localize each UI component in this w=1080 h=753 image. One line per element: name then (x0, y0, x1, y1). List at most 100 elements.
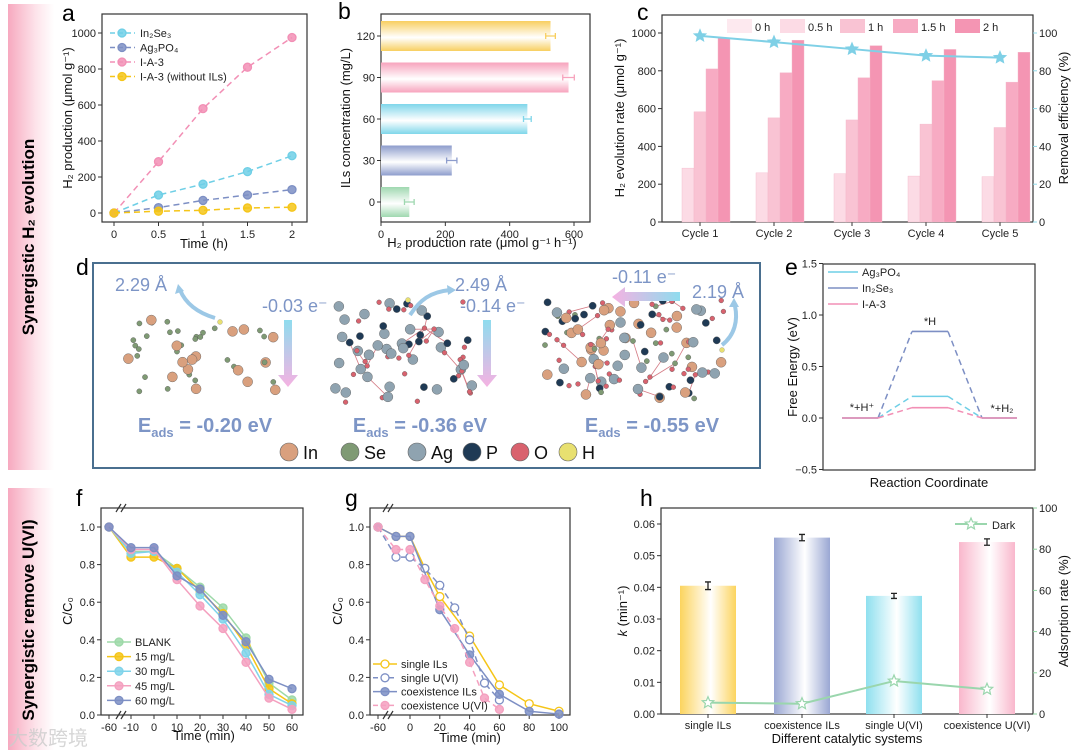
atom (656, 312, 662, 318)
hydrogen-atom (405, 297, 411, 303)
data-point (241, 648, 251, 658)
legend-label: In₂Se₃ (140, 28, 171, 40)
atom (192, 377, 199, 384)
atom (636, 362, 647, 373)
y-axis-title-unit: (min⁻¹) (615, 586, 630, 630)
atom (636, 320, 645, 329)
atom (642, 378, 649, 385)
atom (645, 327, 657, 338)
x-tick-label: 2 (289, 229, 295, 241)
dark-marker (979, 681, 995, 696)
y-tick-label: 80 (1039, 544, 1051, 556)
error-bar (984, 538, 990, 546)
dark-marker (700, 695, 716, 709)
x-axis-title: Time (h) (180, 236, 228, 251)
state-label: *+H₂ (991, 403, 1014, 415)
legend-label: single ILs (401, 659, 448, 671)
atom (691, 395, 697, 402)
atom (356, 332, 364, 340)
atom (603, 336, 610, 342)
atom (669, 350, 675, 357)
legend-marker (114, 666, 124, 676)
y-axis-title-symbol: k (615, 628, 630, 636)
bar (381, 145, 452, 176)
data-point (287, 151, 297, 161)
x-tick-label: 0 (378, 229, 384, 241)
legend-label: I-A-3 (140, 57, 164, 69)
x-tick-label: 1 (200, 229, 206, 241)
atom-legend-label: H (582, 443, 595, 463)
legend-label: I-A-3 (862, 299, 886, 311)
legend-label: BLANK (135, 637, 172, 649)
y-tick-label: 0.4 (80, 635, 95, 647)
error-bar (891, 592, 897, 600)
charge-label-3: -0.11 e⁻ (612, 267, 676, 287)
y-axis-title: ILs concentration (mg/L) (338, 48, 353, 188)
atom (143, 333, 150, 339)
atom (605, 326, 611, 332)
atom (543, 298, 552, 307)
panel-letter-b: b (338, 0, 351, 24)
bar (755, 172, 769, 223)
hydrogen-atom (719, 347, 725, 353)
data-point (435, 580, 445, 590)
atom (599, 300, 606, 306)
bar (779, 72, 793, 223)
atom (580, 389, 592, 400)
atom (579, 331, 586, 338)
data-point (494, 704, 505, 715)
atom (355, 363, 366, 375)
data-point (109, 208, 119, 218)
plot-area-e (822, 263, 1036, 471)
y-tick-label: 200 (78, 172, 96, 184)
atom (542, 342, 548, 348)
state-label: *+H⁺ (850, 402, 875, 414)
atom (663, 326, 670, 333)
atom (376, 299, 382, 305)
atom (560, 342, 567, 348)
data-point (126, 543, 136, 553)
legend-swatch (955, 19, 980, 33)
atom (671, 322, 682, 333)
data-point (198, 179, 208, 189)
y-tick-label: 800 (638, 66, 656, 78)
watermark: 大数跨境 (8, 727, 88, 750)
data-point (391, 531, 401, 542)
y-tick-label: 0.01 (634, 677, 655, 689)
x-tick-label: 50 (263, 722, 275, 734)
x-tick-label: Cycle 1 (682, 228, 719, 240)
bar (705, 68, 719, 223)
atom (211, 325, 218, 332)
atom (671, 310, 683, 322)
atom-legend-swatch (279, 442, 299, 462)
y-tick-label: 40 (1039, 627, 1051, 639)
atom (261, 359, 268, 366)
y-tick-label: 800 (78, 64, 96, 76)
bar (866, 595, 922, 714)
data-point (435, 601, 445, 611)
y-tick-label: 1000 (632, 28, 656, 40)
y-tick-label: 0.5 (802, 362, 817, 374)
atom (362, 371, 373, 383)
atom (566, 383, 572, 389)
y-tick-label: 0.03 (634, 614, 655, 626)
y-tick-label: 0.8 (349, 560, 364, 572)
axis-break (115, 710, 127, 720)
adsorption-energy-2: Eads = -0.36 eV (353, 415, 488, 440)
y-axis-title: C/C₀ (330, 597, 345, 625)
y-tick-label: 0.6 (80, 597, 95, 609)
atom (572, 324, 584, 335)
atom (416, 331, 425, 339)
atom (167, 371, 178, 383)
atom (466, 389, 473, 395)
legend-marker (380, 673, 390, 683)
y-tick-label: 20 (1039, 668, 1051, 680)
atom (588, 341, 594, 348)
atom (603, 383, 609, 389)
y-tick-label: 60 (1039, 585, 1051, 597)
data-point (149, 543, 159, 553)
atom (339, 314, 350, 325)
y-tick-label: 40 (1039, 141, 1051, 153)
atom (167, 329, 173, 336)
legend-label: 60 mg/L (135, 695, 175, 707)
